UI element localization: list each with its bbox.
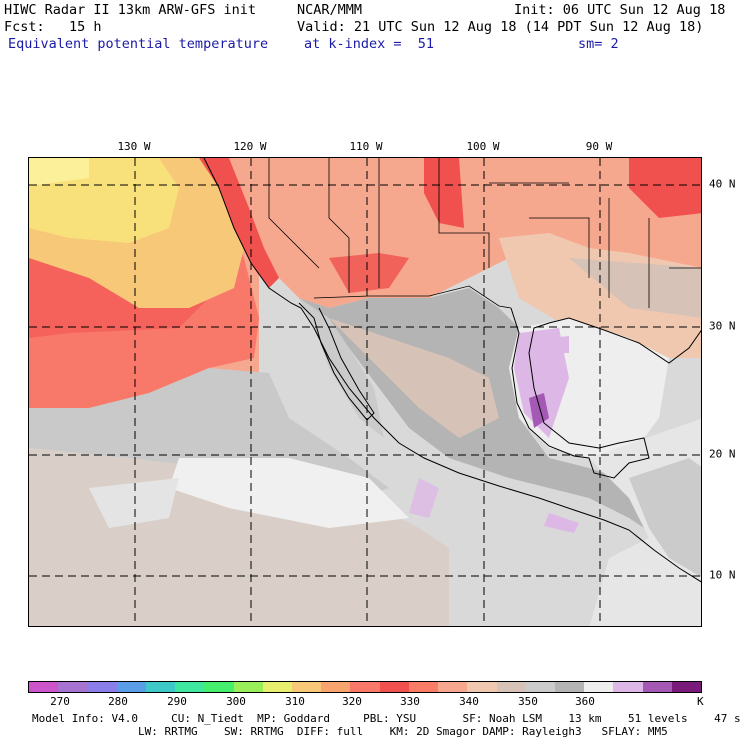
pacific-dry-corner — [29, 158, 89, 186]
plains-region — [449, 158, 589, 243]
colorbar-swatch-17 — [525, 682, 555, 692]
colorbar-swatch-11 — [350, 682, 380, 692]
colorbar-tick-280: 280 — [108, 695, 128, 708]
valid-time: Valid: 21 UTC Sun 12 Aug 18 (14 PDT Sun … — [297, 19, 704, 35]
map-canvas — [29, 158, 701, 626]
baja-california — [299, 298, 384, 438]
central-america — [629, 458, 701, 577]
lon-label-130w: 130 W — [117, 140, 151, 153]
lat-label-20n: 20 N — [709, 447, 736, 461]
colorbar-swatch-15 — [467, 682, 497, 692]
plains-hot-strip — [424, 158, 464, 228]
colorbar-tick-300: 300 — [226, 695, 246, 708]
mexico-plateau — [329, 318, 499, 438]
colorbar-swatch-9 — [291, 682, 322, 692]
forecast-hour: Fcst: 15 h — [4, 19, 102, 35]
pacific-light-patch — [89, 478, 179, 528]
colorbar-swatch-19 — [584, 682, 614, 692]
colorbar-tick-270: 270 — [50, 695, 70, 708]
colorbar-swatch-18 — [554, 682, 585, 692]
model-info-line2: LW: RRTMG SW: RRTMG DIFF: full KM: 2D Sm… — [32, 725, 668, 738]
colorbar-swatch-7 — [233, 682, 263, 692]
lat-label-40n: 40 N — [709, 177, 736, 191]
california-coast-hot — [199, 158, 279, 288]
colorbar-swatch-8 — [262, 682, 292, 692]
colorbar-swatch-2 — [87, 682, 117, 692]
field-name: Equivalent potential temperature — [8, 36, 269, 52]
gulf-moist-band — [514, 328, 569, 438]
level-index: at k-index = 51 — [304, 36, 435, 52]
model-info-line1: Model Info: V4.0 CU: N_Tiedt MP: Goddard… — [32, 712, 740, 725]
gulf-max-core — [529, 393, 549, 428]
colorbar-swatch-6 — [204, 682, 234, 692]
colorbar-tick-290: 290 — [167, 695, 187, 708]
lon-label-100w: 100 W — [466, 140, 500, 153]
colorbar-swatch-21 — [642, 682, 672, 692]
colorbar-swatch-4 — [145, 682, 176, 692]
gulf-coast-states — [569, 258, 701, 318]
coastlines — [203, 158, 701, 583]
colorbar-unit: K — [697, 695, 704, 708]
colorbar-swatch-22 — [671, 682, 702, 692]
pacific-high-zone — [169, 458, 409, 528]
lon-label-110w: 110 W — [349, 140, 383, 153]
smoothing-label: sm= 2 — [578, 36, 619, 52]
colorbar-tick-320: 320 — [342, 695, 362, 708]
org-label: NCAR/MMM — [297, 2, 363, 18]
colorbar-swatch-14 — [438, 682, 468, 692]
plot-title: HIWC Radar II 13km ARW-GFS init — [4, 2, 256, 18]
colorbar-tick-360: 360 — [575, 695, 595, 708]
lon-label-90w: 90 W — [585, 140, 613, 153]
ohio-valley-hot — [629, 158, 701, 218]
pacific-moist-patch — [409, 478, 439, 518]
colorbar-swatch-13 — [408, 682, 439, 692]
theta-e-map — [28, 157, 702, 627]
colorbar-tick-330: 330 — [400, 695, 420, 708]
colorbar — [28, 681, 702, 693]
colorbar-tick-310: 310 — [285, 695, 305, 708]
colorbar-swatch-0 — [29, 682, 59, 692]
political-boundaries — [268, 158, 701, 309]
lon-label-120w: 120 W — [233, 140, 267, 153]
gulf-moist-patch — [549, 336, 569, 353]
colorbar-swatch-5 — [175, 682, 205, 692]
lat-lon-grid — [29, 158, 701, 626]
lat-label-10n: 10 N — [709, 568, 736, 582]
colorbar-tick-340: 340 — [459, 695, 479, 708]
lat-label-30n: 30 N — [709, 319, 736, 333]
colorbar-swatch-12 — [379, 682, 409, 692]
colorbar-swatch-10 — [321, 682, 351, 692]
colorbar-swatch-3 — [116, 682, 146, 692]
colorbar-swatch-1 — [58, 682, 88, 692]
colorbar-tick-350: 350 — [518, 695, 538, 708]
init-time: Init: 06 UTC Sun 12 Aug 18 — [514, 2, 726, 18]
colorbar-swatch-16 — [496, 682, 526, 692]
colorbar-swatch-20 — [613, 682, 643, 692]
chiapas-moist-patch — [544, 513, 579, 533]
